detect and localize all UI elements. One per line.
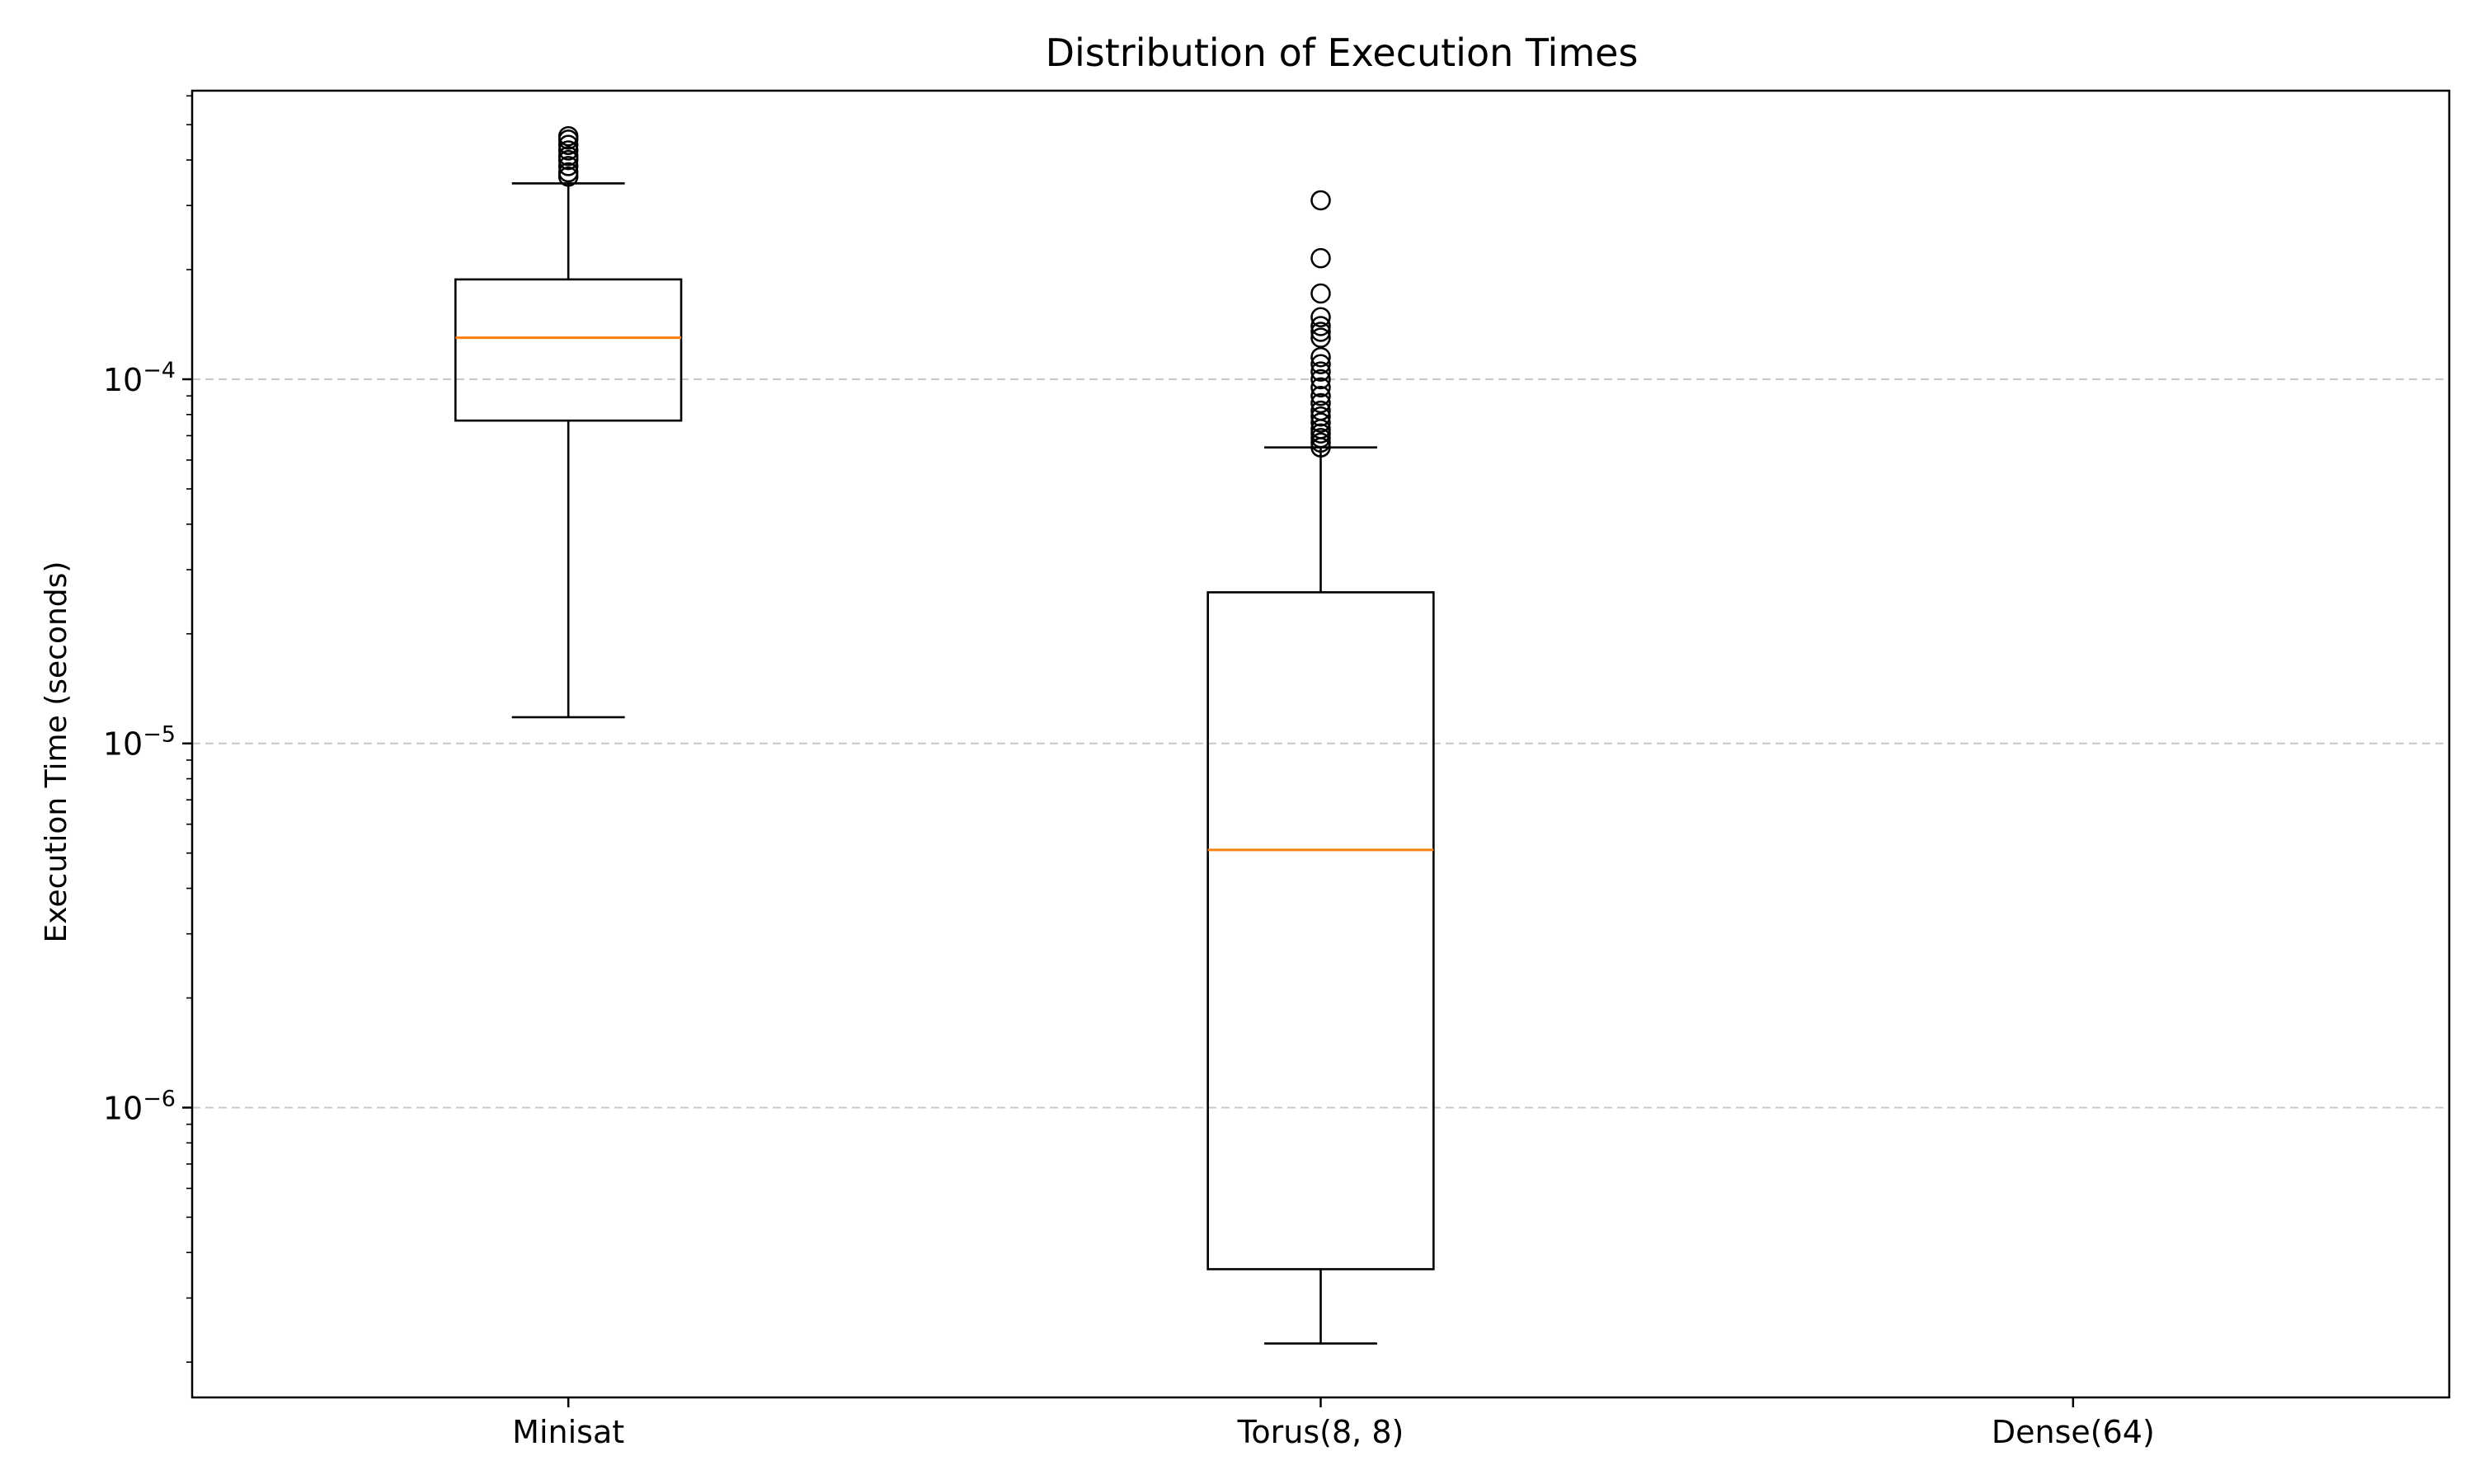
y-axis-label: Execution Time (seconds) bbox=[40, 561, 73, 943]
outlier-point bbox=[557, 146, 579, 167]
outlier-point bbox=[1310, 327, 1331, 348]
outlier-point bbox=[1310, 432, 1331, 453]
outlier-point bbox=[1310, 190, 1331, 211]
x-tick-label: Torus(8, 8) bbox=[1237, 1414, 1404, 1450]
outlier-point bbox=[1310, 354, 1331, 374]
chart-title: Distribution of Execution Times bbox=[1046, 31, 1639, 75]
box-torus-8-8 bbox=[1206, 190, 1435, 1345]
outlier-point bbox=[1310, 385, 1331, 406]
outlier-point bbox=[557, 156, 579, 176]
outlier-point bbox=[1310, 361, 1331, 382]
plot-area bbox=[454, 125, 1435, 1345]
outlier-point bbox=[557, 140, 579, 161]
x-tick-label: Dense(64) bbox=[1992, 1414, 2155, 1450]
y-tick-label: 10−4 bbox=[103, 358, 176, 398]
outlier-point bbox=[1310, 316, 1331, 336]
outlier-point bbox=[1310, 307, 1331, 328]
outlier-point bbox=[1310, 392, 1331, 414]
box-minisat bbox=[454, 125, 683, 719]
outlier-point bbox=[1310, 400, 1331, 421]
iqr-box bbox=[1206, 591, 1435, 1270]
outlier-point bbox=[1310, 406, 1331, 427]
outlier-point bbox=[1310, 346, 1331, 368]
outlier-point bbox=[1310, 377, 1331, 398]
iqr-box bbox=[454, 278, 683, 422]
y-tick-label: 10−5 bbox=[103, 722, 176, 763]
x-axis-ticks: Minisat Torus(8, 8) Dense(64) bbox=[512, 1397, 2155, 1450]
outlier-point bbox=[1310, 412, 1331, 433]
y-tick-label: 10−6 bbox=[103, 1086, 176, 1126]
outlier-point bbox=[557, 162, 579, 183]
outlier-point bbox=[557, 134, 579, 156]
outlier-point bbox=[1310, 369, 1331, 390]
outlier-point bbox=[557, 125, 579, 147]
y-axis-ticks: 10−6 10−5 10−4 bbox=[103, 95, 192, 1363]
outlier-point bbox=[1310, 283, 1331, 304]
outlier-point bbox=[1310, 322, 1331, 342]
outlier-point bbox=[1310, 247, 1331, 269]
x-tick-label: Minisat bbox=[512, 1414, 624, 1450]
outlier-point bbox=[1310, 427, 1331, 448]
